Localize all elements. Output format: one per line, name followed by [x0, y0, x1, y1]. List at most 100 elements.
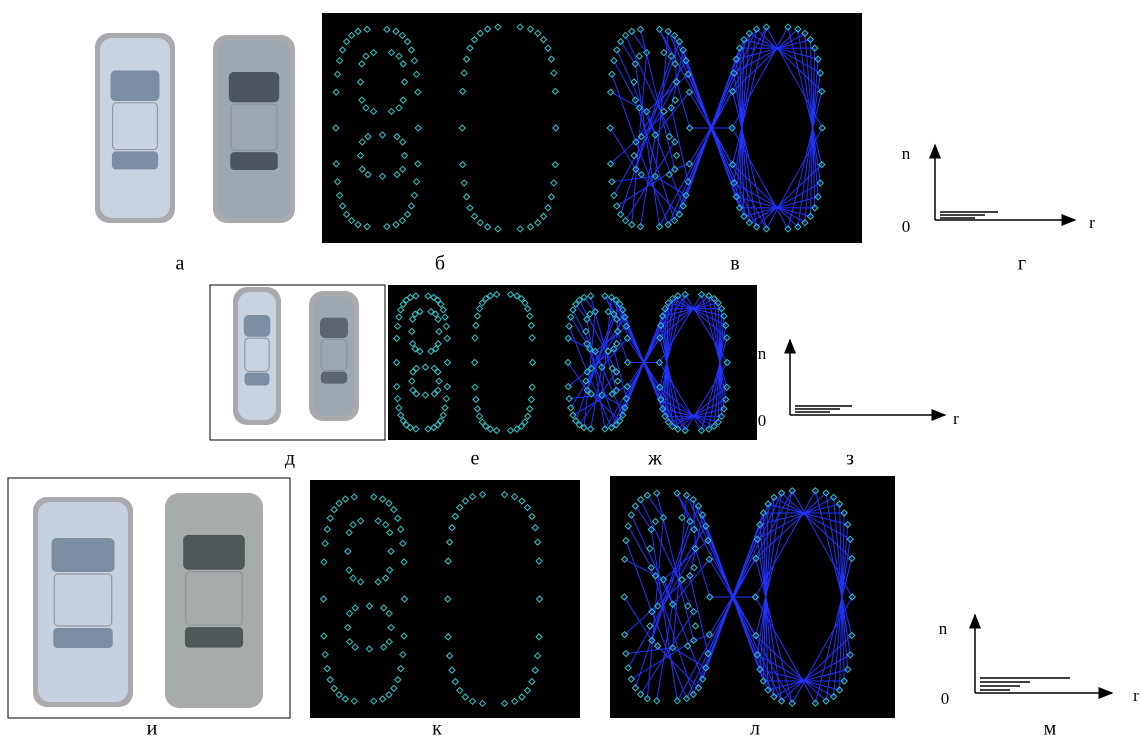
mesh-edge: [736, 39, 811, 60]
contour-point: [408, 340, 417, 348]
contour-point: [398, 165, 407, 173]
contour-point: [421, 363, 430, 371]
contour-point: [612, 368, 621, 376]
contour-point: [784, 225, 792, 233]
contour-point: [437, 300, 445, 308]
contour-point: [409, 386, 417, 395]
contour-point: [345, 528, 353, 537]
contour-point: [664, 27, 672, 36]
contour-point: [395, 52, 403, 60]
contour-point: [402, 296, 411, 304]
contour-point: [632, 138, 640, 146]
contour-point: [848, 631, 856, 640]
mesh-edge: [736, 196, 811, 217]
car-rear-window: [230, 152, 278, 170]
mesh-edge: [656, 604, 674, 701]
contour-point: [411, 345, 419, 353]
contour-point: [657, 395, 665, 404]
contour-point: [643, 491, 652, 500]
contour-point: [385, 609, 393, 618]
contour-point: [656, 383, 664, 391]
car-roof: [320, 338, 348, 371]
contour-point: [393, 322, 402, 331]
contour-point: [424, 425, 432, 433]
contour-point: [482, 294, 490, 303]
contour-point: [620, 630, 629, 639]
contour-point: [848, 593, 856, 601]
contour-point: [714, 299, 722, 307]
contour-point: [612, 421, 620, 429]
contour-point: [723, 383, 731, 391]
car-rear-window: [244, 372, 270, 386]
contour-point: [408, 315, 417, 323]
contour-point: [682, 694, 691, 703]
contour-point: [612, 386, 621, 395]
contour-point: [397, 525, 405, 534]
contour-point: [620, 555, 629, 564]
mesh-edge: [634, 521, 691, 689]
contour-point: [374, 578, 382, 586]
contour-point: [583, 315, 591, 323]
contour-point: [732, 193, 741, 201]
contour-point: [517, 422, 526, 431]
contour-point: [473, 405, 482, 413]
contour-point: [445, 652, 454, 660]
contour-point: [664, 418, 673, 426]
contour-point: [608, 364, 616, 373]
car-windshield: [243, 315, 271, 337]
mesh-edge: [646, 73, 689, 112]
contour-point: [551, 87, 559, 96]
mesh-edge: [713, 298, 725, 409]
mesh-edge: [570, 316, 588, 344]
contour-point: [550, 179, 558, 187]
contour-point: [665, 132, 673, 141]
origin-label: 0: [758, 411, 767, 430]
contour-point: [533, 538, 542, 546]
contour-point: [431, 310, 440, 318]
mesh-edge: [579, 371, 617, 426]
contour-point: [472, 395, 480, 404]
contour-point: [338, 202, 347, 210]
contour-point: [673, 489, 681, 497]
contour-point: [622, 394, 631, 403]
contour-point: [535, 633, 543, 641]
contour-point: [332, 88, 340, 96]
contour-point: [523, 503, 532, 512]
mesh-edge: [676, 490, 793, 702]
contour-point: [434, 386, 442, 395]
contour-point: [632, 165, 640, 173]
contour-point: [369, 48, 378, 57]
mesh-edge: [672, 495, 688, 648]
mesh-edge: [625, 540, 653, 612]
contour-point: [702, 664, 710, 672]
contour-point: [801, 218, 809, 227]
car-roof: [53, 573, 113, 627]
mesh-edge: [767, 668, 848, 691]
contour-point: [365, 645, 374, 653]
contour-point: [637, 132, 646, 141]
contour-point: [811, 487, 820, 495]
contour-point: [513, 425, 521, 433]
panel-label: м: [1044, 718, 1057, 740]
contour-point: [675, 210, 684, 219]
contour-point: [627, 511, 636, 519]
contour-point: [326, 676, 334, 684]
contour-point: [668, 644, 677, 652]
contour-point: [523, 412, 532, 421]
contour-point: [608, 177, 616, 186]
contour-point: [358, 96, 366, 104]
contour-point: [483, 25, 492, 33]
contour-point: [610, 345, 618, 353]
contour-point: [385, 566, 394, 574]
contour-point: [679, 46, 687, 54]
contour-point: [722, 395, 730, 404]
contour-point: [526, 312, 534, 320]
contour-point: [694, 684, 703, 692]
contour-point: [572, 417, 580, 425]
contour-point: [478, 490, 487, 499]
panel-label: а: [176, 253, 185, 275]
contour-point: [607, 423, 616, 432]
contour-point: [653, 602, 662, 610]
contour-point: [621, 31, 630, 40]
contour-point: [591, 347, 600, 356]
